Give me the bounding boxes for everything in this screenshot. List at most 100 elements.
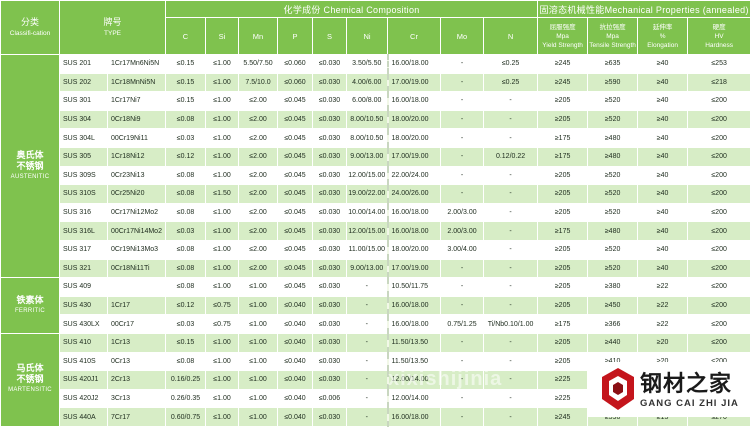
cell-yield: ≥205 bbox=[538, 259, 588, 278]
cell-c: ≤0.15 bbox=[166, 55, 206, 74]
classification-header: 分类 Classifi-cation bbox=[1, 1, 60, 55]
cell-c: ≤0.15 bbox=[166, 333, 206, 352]
mechanical-header-en: Yield Strength bbox=[538, 41, 587, 50]
classification-header-en: Classifi-cation bbox=[1, 28, 59, 40]
cell-s: ≤0.030 bbox=[313, 92, 347, 111]
cell-s: ≤0.030 bbox=[313, 203, 347, 222]
cell-hardness: ≤200 bbox=[688, 147, 750, 166]
watermark-text: xixishijinia bbox=[388, 368, 502, 391]
cell-si: ≤1.00 bbox=[206, 278, 239, 297]
cell-mn: ≤2.00 bbox=[239, 259, 278, 278]
cell-model: SUS 304L bbox=[60, 129, 108, 148]
cell-p: ≤0.045 bbox=[278, 129, 313, 148]
cell-type: 1Cr13 bbox=[108, 333, 166, 352]
mechanical-header-unit: HV bbox=[688, 32, 750, 41]
cell-s: ≤0.030 bbox=[313, 73, 347, 92]
type-header: 牌号 TYPE bbox=[60, 1, 166, 55]
cell-ni: 11.00/15.00 bbox=[347, 240, 388, 259]
cell-mn: ≤1.00 bbox=[239, 389, 278, 408]
cell-cr: 16.00/18.00 bbox=[388, 408, 441, 427]
cell-type: 0Cr19Ni13Mo3 bbox=[108, 240, 166, 259]
cell-p: ≤0.045 bbox=[278, 147, 313, 166]
cell-mn: ≤1.00 bbox=[239, 371, 278, 390]
cell-tensile: ≥440 bbox=[588, 333, 638, 352]
element-header-c: C bbox=[166, 18, 206, 55]
cell-mn: ≤1.00 bbox=[239, 333, 278, 352]
cell-hardness: ≤200 bbox=[688, 278, 750, 297]
cell-n: - bbox=[484, 296, 538, 315]
cell-s: ≤0.030 bbox=[313, 352, 347, 371]
cell-yield: ≥205 bbox=[538, 92, 588, 111]
mechanical-header-en: Tensile Strength bbox=[588, 41, 637, 50]
cell-s: ≤0.030 bbox=[313, 55, 347, 74]
cell-mn: ≤2.00 bbox=[239, 166, 278, 185]
cell-type: 1Cr17Ni7 bbox=[108, 92, 166, 111]
cell-c: ≤0.12 bbox=[166, 296, 206, 315]
cell-mn: ≤2.00 bbox=[239, 92, 278, 111]
cell-ni: - bbox=[347, 296, 388, 315]
cell-tensile: ≥520 bbox=[588, 110, 638, 129]
element-header-n: N bbox=[484, 18, 538, 55]
cell-s: ≤0.030 bbox=[313, 315, 347, 334]
cell-c: ≤0.08 bbox=[166, 278, 206, 297]
cell-mn: ≤2.00 bbox=[239, 185, 278, 204]
cell-p: ≤0.045 bbox=[278, 278, 313, 297]
element-header-ni: Ni bbox=[347, 18, 388, 55]
cell-n: ≤0.25 bbox=[484, 73, 538, 92]
cell-model: SUS 430LX bbox=[60, 315, 108, 334]
cell-mn: ≤2.00 bbox=[239, 110, 278, 129]
cell-c: ≤0.15 bbox=[166, 92, 206, 111]
cell-c: ≤0.08 bbox=[166, 110, 206, 129]
cell-ni: 12.00/15.00 bbox=[347, 222, 388, 241]
cell-n: - bbox=[484, 203, 538, 222]
cell-p: ≤0.045 bbox=[278, 166, 313, 185]
cell-tensile: ≥520 bbox=[588, 92, 638, 111]
cell-elongation: ≥40 bbox=[638, 203, 688, 222]
cell-model: SUS 301 bbox=[60, 92, 108, 111]
cell-si: ≤1.00 bbox=[206, 55, 239, 74]
cell-yield: ≥205 bbox=[538, 166, 588, 185]
cell-mn: ≤1.00 bbox=[239, 408, 278, 427]
cell-model: SUS 409 bbox=[60, 278, 108, 297]
type-header-cn: 牌号 bbox=[104, 17, 122, 27]
cell-yield: ≥175 bbox=[538, 147, 588, 166]
cell-si: ≤1.00 bbox=[206, 352, 239, 371]
cell-tensile: ≥366 bbox=[588, 315, 638, 334]
cell-yield: ≥245 bbox=[538, 73, 588, 92]
cell-hardness: ≤200 bbox=[688, 129, 750, 148]
mechanical-header-unit: Mpa bbox=[538, 32, 587, 41]
cell-mo: 0.75/1.25 bbox=[441, 315, 484, 334]
cell-ni: 8.00/10.50 bbox=[347, 110, 388, 129]
element-header-s: S bbox=[313, 18, 347, 55]
type-header-en: TYPE bbox=[60, 28, 165, 40]
group-label-en: FERRITIC bbox=[1, 306, 59, 317]
cell-si: ≤1.00 bbox=[206, 408, 239, 427]
element-header-p: P bbox=[278, 18, 313, 55]
cell-model: SUS 440A bbox=[60, 408, 108, 427]
cell-hardness: ≤200 bbox=[688, 315, 750, 334]
mechanical-header-cn: 硬度 bbox=[688, 23, 750, 32]
cell-si: ≤1.00 bbox=[206, 166, 239, 185]
cell-cr: 22.00/24.00 bbox=[388, 166, 441, 185]
group-label-cn: 不锈钢 bbox=[1, 161, 59, 172]
cell-model: SUS 202 bbox=[60, 73, 108, 92]
cell-model: SUS 420J2 bbox=[60, 389, 108, 408]
cell-type: 2Cr13 bbox=[108, 371, 166, 390]
cell-model: SUS 309S bbox=[60, 166, 108, 185]
cell-ni: - bbox=[347, 408, 388, 427]
cell-type: 0Cr23Ni13 bbox=[108, 166, 166, 185]
cell-cr: 17.00/19.00 bbox=[388, 147, 441, 166]
cell-cr: 18.00/20.00 bbox=[388, 110, 441, 129]
cell-model: SUS 420J1 bbox=[60, 371, 108, 390]
cell-ni: 10.00/14.00 bbox=[347, 203, 388, 222]
cell-elongation: ≥40 bbox=[638, 185, 688, 204]
cell-cr: 16.00/18.00 bbox=[388, 55, 441, 74]
